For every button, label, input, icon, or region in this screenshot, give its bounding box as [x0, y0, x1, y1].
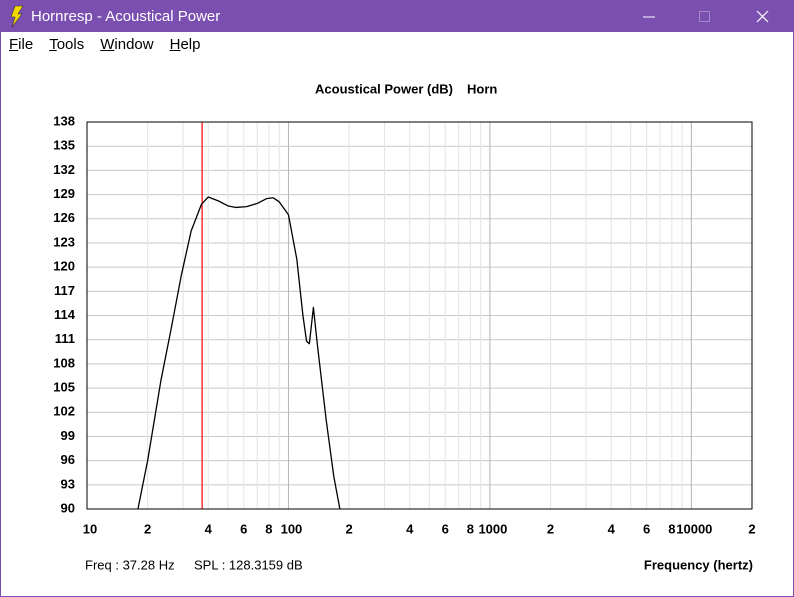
maximize-button[interactable] — [699, 11, 710, 22]
app-icon — [10, 5, 24, 28]
y-tick-label: 114 — [54, 307, 76, 322]
menu-item[interactable]: Help — [169, 36, 201, 53]
y-tick-label: 96 — [61, 452, 75, 467]
y-tick-label: 123 — [53, 234, 75, 249]
title-bar: Hornresp - Acoustical Power — [1, 0, 793, 32]
chart: Acoustical Power (dB) Horn Frequency (he… — [53, 81, 755, 572]
x-tick-label: 8 — [467, 521, 474, 536]
x-tick-label: 8 — [265, 521, 272, 536]
y-tick-label: 129 — [53, 186, 75, 201]
chart-title: Acoustical Power (dB) — [315, 81, 453, 96]
x-axis-label: Frequency (hertz) — [644, 557, 753, 572]
menu-item[interactable]: Window — [100, 36, 154, 53]
x-tick-label: 4 — [205, 521, 213, 536]
x-tick-label: 10000 — [676, 521, 712, 536]
y-tick-label: 90 — [61, 500, 75, 515]
y-tick-label: 105 — [53, 380, 75, 395]
y-tick-label: 135 — [53, 138, 75, 153]
y-tick-label: 117 — [54, 283, 75, 298]
window-title: Hornresp - Acoustical Power — [31, 8, 221, 25]
x-tick-label: 8 — [668, 521, 675, 536]
series-line — [137, 196, 341, 510]
y-tick-label: 120 — [53, 259, 75, 274]
x-tick-label: 100 — [281, 521, 303, 536]
y-tick-label: 93 — [61, 476, 75, 491]
menu-item[interactable]: Tools — [49, 36, 85, 53]
freq-readout: Freq : 37.28 Hz — [85, 557, 175, 572]
y-tick-label: 138 — [53, 113, 75, 128]
x-tick-label: 6 — [240, 521, 247, 536]
menu-item[interactable]: File — [9, 36, 34, 53]
x-tick-label: 2 — [748, 521, 755, 536]
close-button[interactable] — [756, 10, 769, 23]
x-tick-label: 4 — [406, 521, 414, 536]
x-tick-label: 6 — [643, 521, 650, 536]
window-controls[interactable] — [643, 0, 793, 32]
x-tick-label: 2 — [547, 521, 554, 536]
x-tick-label: 6 — [442, 521, 449, 536]
y-tick-label: 111 — [55, 331, 75, 346]
x-tick-label: 2 — [345, 521, 352, 536]
x-tick-label: 2 — [144, 521, 151, 536]
y-tick-label: 99 — [61, 428, 75, 443]
y-tick-label: 126 — [53, 210, 75, 225]
spl-readout: SPL : 128.3159 dB — [194, 557, 303, 572]
y-tick-label: 102 — [53, 404, 75, 419]
x-tick-label: 10 — [83, 521, 97, 536]
x-tick-label: 1000 — [478, 521, 507, 536]
menu-bar: File Tools Window Help — [1, 32, 793, 57]
y-tick-label: 132 — [53, 162, 75, 177]
x-tick-label: 4 — [608, 521, 616, 536]
y-tick-label: 108 — [53, 355, 75, 370]
legend-entry: Horn — [467, 81, 497, 96]
plot-border — [86, 121, 753, 510]
